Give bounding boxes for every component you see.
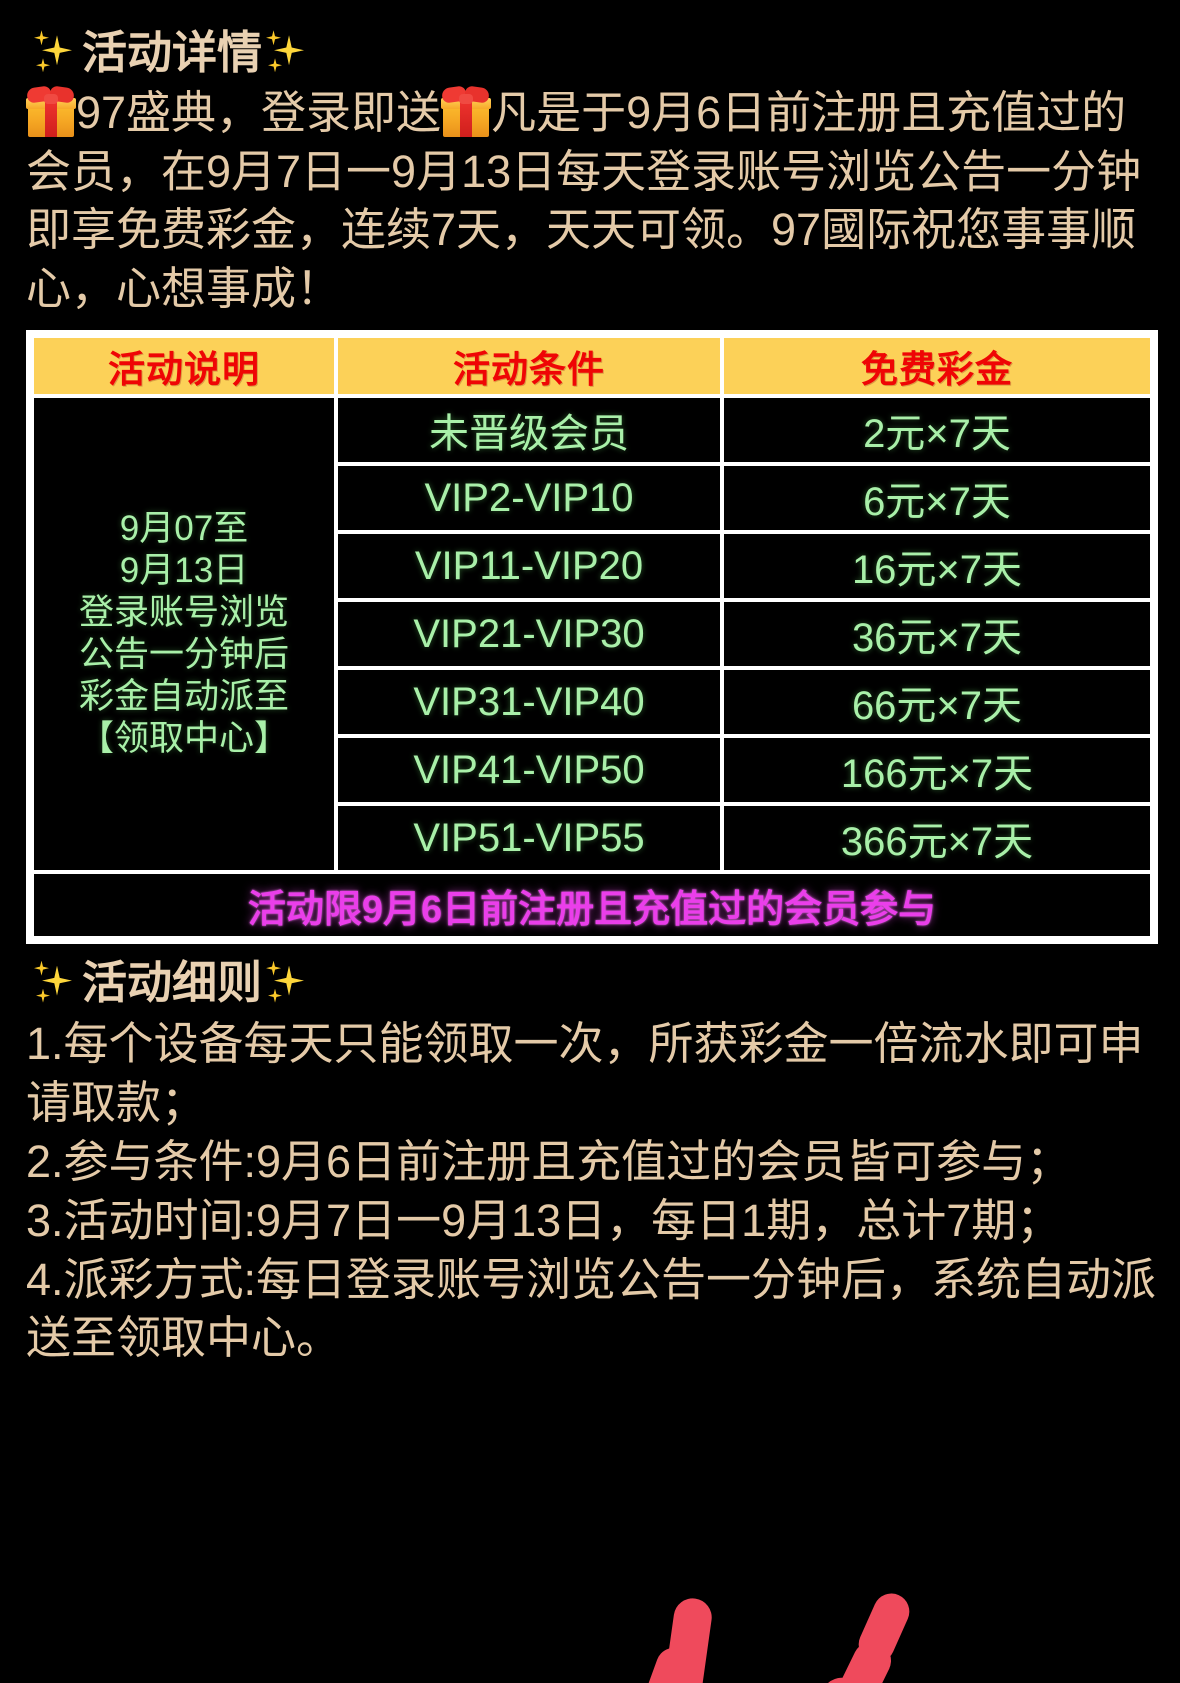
sparkles-icon [34, 960, 78, 1007]
sparkles-icon [266, 30, 310, 76]
description-line: 【领取中心】 [78, 719, 289, 759]
column-header-condition: 活动条件 [338, 338, 720, 395]
bonus-cell: 16元×7天 [724, 534, 1150, 599]
rules-heading: 活动细则 [0, 944, 1180, 1008]
description-line: 9月13日 [119, 551, 249, 591]
rules-heading-label: 活动细则 [82, 957, 263, 1009]
gift-icon [441, 85, 492, 138]
condition-cell: VIP31-VIP40 [338, 670, 720, 735]
sparkles-icon [266, 960, 310, 1007]
bonus-cell: 36元×7天 [724, 602, 1150, 667]
rule-item: 3.活动时间:9月7日一9月13日，每日1期，总计7期； [26, 1194, 1062, 1246]
details-paragraph-part2: 凡是于9月6日前注册且充值过的会员，在9月7日一9月13日每天登录账号浏览公告一… [26, 87, 1142, 314]
table-header-row: 活动说明 活动条件 免费彩金 [34, 338, 1150, 395]
bonus-cell: 2元×7天 [724, 398, 1150, 463]
table-footer-note: 活动限9月6日前注册且充值过的会员参与 [34, 874, 1150, 937]
bonus-cell: 366元×7天 [724, 806, 1150, 871]
column-header-bonus: 免费彩金 [724, 338, 1150, 395]
table-row: 9月07至 9月13日 登录账号浏览 公告一分钟后 彩金自动派至 【领取中心】 … [34, 398, 1150, 871]
gift-icon [26, 85, 76, 138]
bonus-cell: 66元×7天 [724, 670, 1150, 735]
table-row: VIP51-VIP55 366元×7天 [34, 806, 1150, 871]
bonus-cell: 6元×7天 [724, 466, 1150, 531]
table-row: VIP11-VIP20 16元×7天 [34, 534, 1150, 599]
description-cell: 9月07至 9月13日 登录账号浏览 公告一分钟后 彩金自动派至 【领取中心】 [34, 398, 334, 871]
column-header-description: 活动说明 [34, 338, 334, 395]
rule-item: 4.派彩方式:每日登录账号浏览公告一分钟后，系统自动派送至领取中心。 [26, 1253, 1157, 1364]
table-footer-row: 活动限9月6日前注册且充值过的会员参与 [34, 874, 1150, 937]
praying-hands-icon [640, 1588, 960, 1683]
description-line: 9月07至 [119, 509, 249, 549]
condition-cell: VIP2-VIP10 [338, 466, 720, 531]
condition-cell: VIP51-VIP55 [338, 806, 720, 871]
rule-item: 1.每个设备每天只能领取一次，所获彩金一倍流水即可申请取款； [26, 1017, 1144, 1128]
promo-table-wrapper: 活动说明 活动条件 免费彩金 9月07至 9月13日 登录账号浏览 公告一分钟后… [26, 330, 1158, 945]
bonus-cell: 166元×7天 [724, 738, 1150, 803]
details-heading: 活动详情 [0, 0, 1180, 78]
details-paragraph: 97盛典，登录即送 凡是于9月6日前注册且充值过的会员，在9月7日一9月13日每天… [0, 84, 1180, 318]
condition-cell: VIP21-VIP30 [338, 602, 720, 667]
description-line: 登录账号浏览 [78, 593, 289, 633]
rules-list: 1.每个设备每天只能领取一次，所获彩金一倍流水即可申请取款； 2.参与条件:9月… [0, 1015, 1180, 1369]
table-row: VIP31-VIP40 66元×7天 [34, 670, 1150, 735]
promo-table: 活动说明 活动条件 免费彩金 9月07至 9月13日 登录账号浏览 公告一分钟后… [30, 334, 1154, 940]
condition-cell: 未晋级会员 [338, 398, 720, 463]
details-paragraph-part1: 97盛典，登录即送 [76, 87, 442, 139]
table-row: VIP41-VIP50 166元×7天 [34, 738, 1150, 803]
rule-item: 2.参与条件:9月6日前注册且充值过的会员皆可参与； [26, 1135, 1072, 1187]
description-line: 彩金自动派至 [78, 677, 289, 717]
table-row: VIP2-VIP10 6元×7天 [34, 466, 1150, 531]
details-heading-label: 活动详情 [82, 27, 263, 78]
condition-cell: VIP11-VIP20 [338, 534, 720, 599]
table-row: VIP21-VIP30 36元×7天 [34, 602, 1150, 667]
description-line: 公告一分钟后 [78, 635, 289, 675]
sparkles-icon [34, 30, 78, 76]
condition-cell: VIP41-VIP50 [338, 738, 720, 803]
